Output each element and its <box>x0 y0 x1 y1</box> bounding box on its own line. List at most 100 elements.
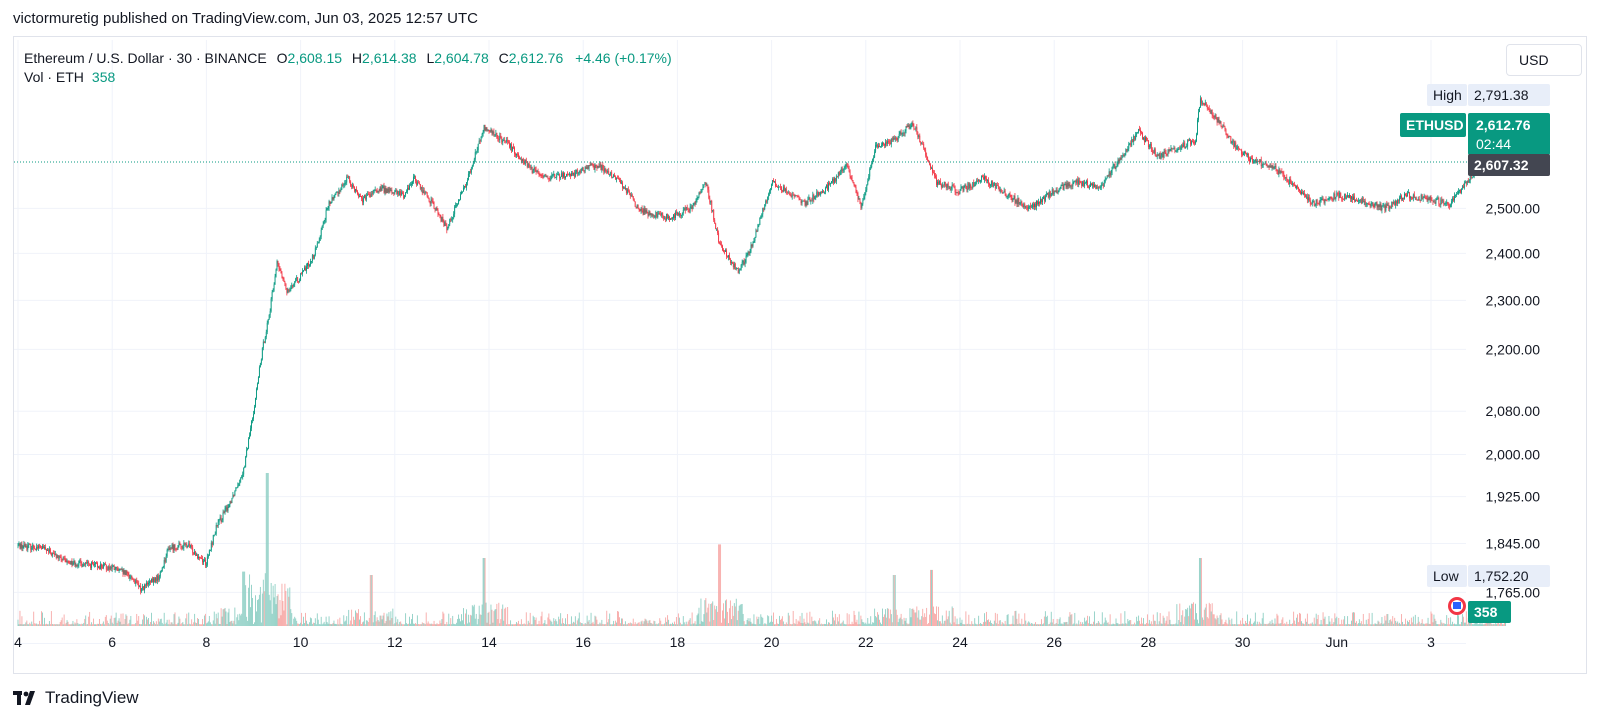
candle-body <box>529 165 531 168</box>
candle-body <box>1145 137 1147 141</box>
candle-body <box>419 184 421 189</box>
volume-bar <box>1204 607 1206 626</box>
candle-body <box>30 544 32 550</box>
volume-bar <box>1374 623 1376 626</box>
volume-bar <box>51 623 53 626</box>
candle-body <box>835 176 837 182</box>
volume-bar <box>1069 612 1071 626</box>
candle-body <box>1402 197 1403 200</box>
candle-body <box>1250 158 1252 159</box>
volume-bar <box>394 623 396 626</box>
candle-body <box>689 206 691 212</box>
candle-body <box>1378 205 1380 207</box>
candle-body <box>1191 141 1193 145</box>
volume-bar <box>1261 618 1263 626</box>
high-label: High <box>1433 87 1462 103</box>
volume-bar <box>541 611 543 626</box>
candle-body <box>37 546 39 549</box>
volume-bar <box>1000 624 1002 626</box>
candle-body <box>818 192 820 196</box>
volume-bar <box>1003 624 1005 626</box>
volume-bar <box>499 623 501 626</box>
candle-body <box>194 551 196 554</box>
candle-body <box>274 276 276 285</box>
volume-legend: Vol · ETH 358 <box>24 69 115 85</box>
volume-bar <box>1045 616 1047 626</box>
candle-body <box>349 176 351 182</box>
candle-body <box>403 193 405 199</box>
volume-bar <box>809 611 811 626</box>
candle-body <box>260 359 262 364</box>
volume-bar <box>65 622 67 626</box>
candle-body <box>1138 128 1140 133</box>
candle-body <box>603 168 605 172</box>
candle-body <box>1075 180 1077 183</box>
candle-body <box>553 174 555 175</box>
candle-body <box>950 188 952 191</box>
candle-body <box>486 127 488 131</box>
volume-bar <box>1185 609 1187 626</box>
candle-body <box>183 543 185 548</box>
candle-body <box>444 222 446 226</box>
candle-body <box>688 211 690 213</box>
volume-bar <box>1292 623 1294 626</box>
volume-bar <box>1135 624 1137 626</box>
candle-body <box>1107 175 1109 177</box>
volume-bar <box>192 624 194 626</box>
candle-body <box>453 214 455 218</box>
volume-bar <box>1494 624 1496 626</box>
volume-bar <box>1073 623 1075 626</box>
volume-bar <box>835 624 837 626</box>
volume-bar <box>995 623 997 626</box>
candle-body <box>851 177 853 181</box>
symbol-title[interactable]: Ethereum / U.S. Dollar · 30 · BINANCE <box>24 50 267 66</box>
x-tick-label: 28 <box>1141 634 1157 650</box>
candle-body <box>663 215 665 219</box>
volume-bar <box>799 616 801 626</box>
chart-frame[interactable] <box>13 36 1587 674</box>
volume-bar <box>360 616 361 626</box>
candle-body <box>20 544 22 549</box>
candle-body <box>23 544 25 547</box>
x-tick-label: 6 <box>108 634 116 650</box>
volume-bar <box>444 623 446 626</box>
candle-body <box>1416 199 1418 201</box>
volume-bar <box>36 623 38 626</box>
candle-body <box>1450 204 1452 207</box>
volume-bar <box>1403 624 1404 626</box>
volume-bar <box>846 613 848 626</box>
volume-last-tag: 358 <box>1474 604 1498 620</box>
tradingview-logo[interactable]: TradingView <box>13 688 139 708</box>
volume-bar <box>225 611 227 626</box>
candle-body <box>726 256 728 258</box>
candle-body <box>76 565 78 566</box>
volume-bar <box>477 618 479 626</box>
volume-bar <box>1464 622 1466 626</box>
candle-body <box>1295 184 1297 189</box>
candle-body <box>1271 165 1273 168</box>
volume-bar <box>431 623 433 626</box>
candle-body <box>559 174 561 179</box>
candle-body <box>19 543 21 549</box>
candle-body <box>700 192 702 194</box>
candle-body <box>204 559 206 566</box>
volume-bar <box>1021 618 1023 626</box>
candle-body <box>702 187 704 190</box>
currency-button[interactable]: USD <box>1506 44 1582 76</box>
volume-bar <box>494 609 496 626</box>
candle-body <box>1062 184 1064 190</box>
candle-body <box>416 182 418 185</box>
volume-bar <box>1053 624 1055 626</box>
candle-body <box>1338 192 1340 198</box>
candle-body <box>496 133 498 139</box>
candle-body <box>81 563 83 567</box>
candle-body <box>1403 197 1404 199</box>
volume-bar <box>652 624 654 626</box>
candle-body <box>45 547 46 550</box>
volume-bar <box>1025 620 1027 626</box>
candle-body <box>916 127 918 133</box>
candle-body <box>450 219 452 220</box>
volume-bar <box>814 620 816 626</box>
volume-bar <box>1337 624 1339 626</box>
